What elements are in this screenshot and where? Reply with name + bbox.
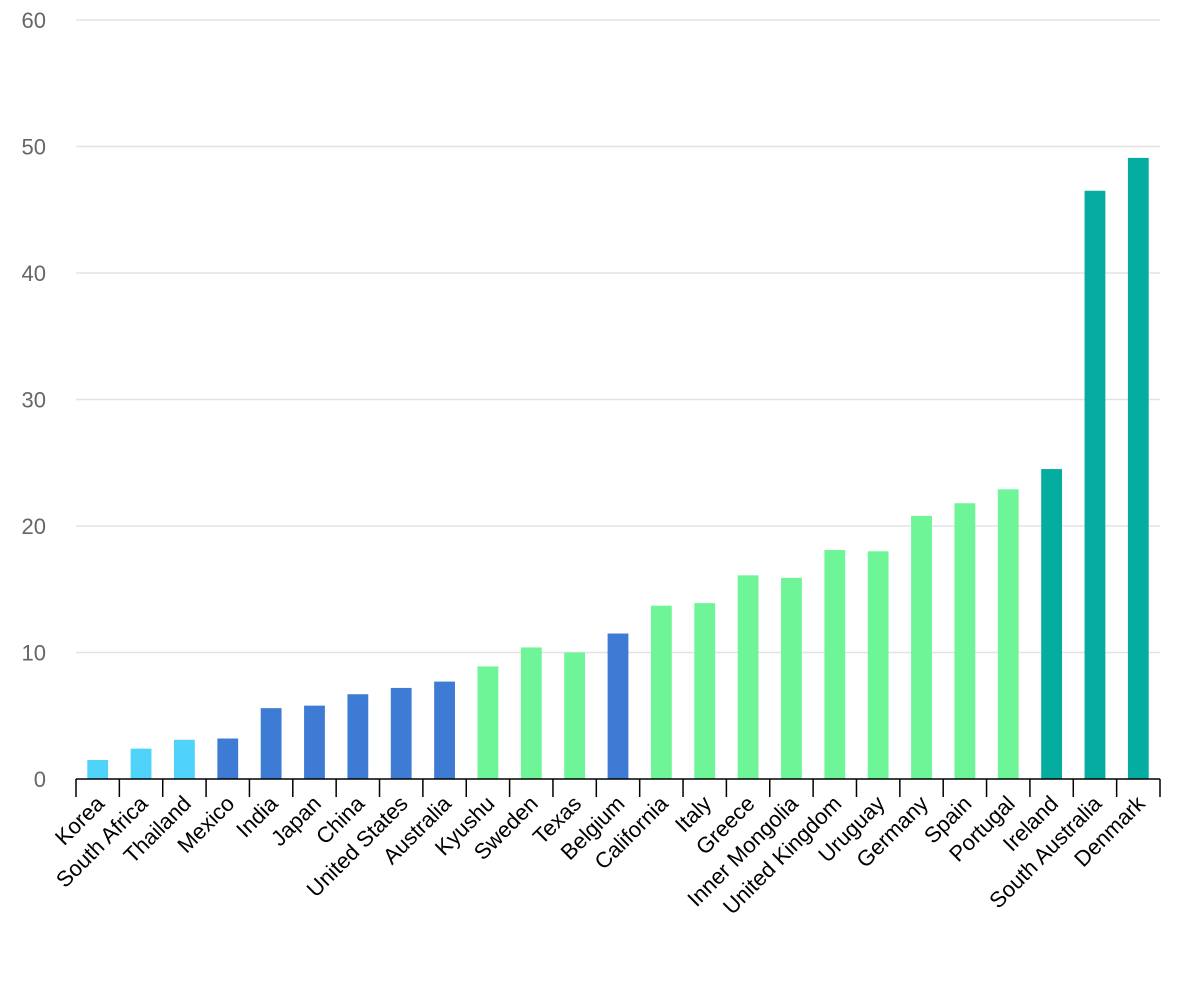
- bar-south-africa: [130, 748, 152, 779]
- y-tick-label: 10: [22, 641, 46, 666]
- x-tick-label: Japan: [266, 791, 326, 851]
- bar-japan: [304, 705, 325, 779]
- gridlines: [76, 19, 1160, 654]
- x-axis: [75, 778, 1161, 797]
- y-axis-labels: 0 10 20 30 40 50 60: [22, 8, 46, 792]
- bar-greece: [737, 575, 759, 779]
- bar-inner-mongolia: [781, 577, 802, 779]
- bar-australia: [434, 681, 455, 779]
- bar-korea: [87, 760, 109, 779]
- bar-spain: [954, 503, 976, 779]
- bar-denmark: [1127, 157, 1149, 779]
- bar-united-states: [390, 687, 412, 779]
- bar-china: [347, 694, 369, 779]
- y-tick-label: 60: [22, 8, 46, 33]
- bar-belgium: [607, 633, 629, 779]
- bar-italy: [694, 603, 716, 779]
- bar-uruguay: [867, 551, 889, 779]
- bar-texas: [564, 652, 586, 779]
- y-tick-label: 50: [22, 135, 46, 160]
- bars: [87, 157, 1149, 779]
- bar-india: [260, 708, 282, 779]
- bar-ireland: [1041, 469, 1063, 779]
- bar-mexico: [217, 738, 239, 779]
- y-tick-label: 0: [34, 767, 46, 792]
- bar-portugal: [997, 489, 1019, 779]
- y-tick-label: 20: [22, 514, 46, 539]
- y-tick-label: 40: [22, 261, 46, 286]
- y-tick-label: 30: [22, 388, 46, 413]
- bar-united-kingdom: [824, 550, 846, 779]
- bar-california: [650, 605, 672, 779]
- bar-germany: [911, 515, 932, 779]
- bar-south-australia: [1084, 190, 1106, 779]
- bar-thailand: [173, 739, 195, 779]
- bar-kyushu: [477, 666, 499, 779]
- bar-sweden: [520, 647, 542, 779]
